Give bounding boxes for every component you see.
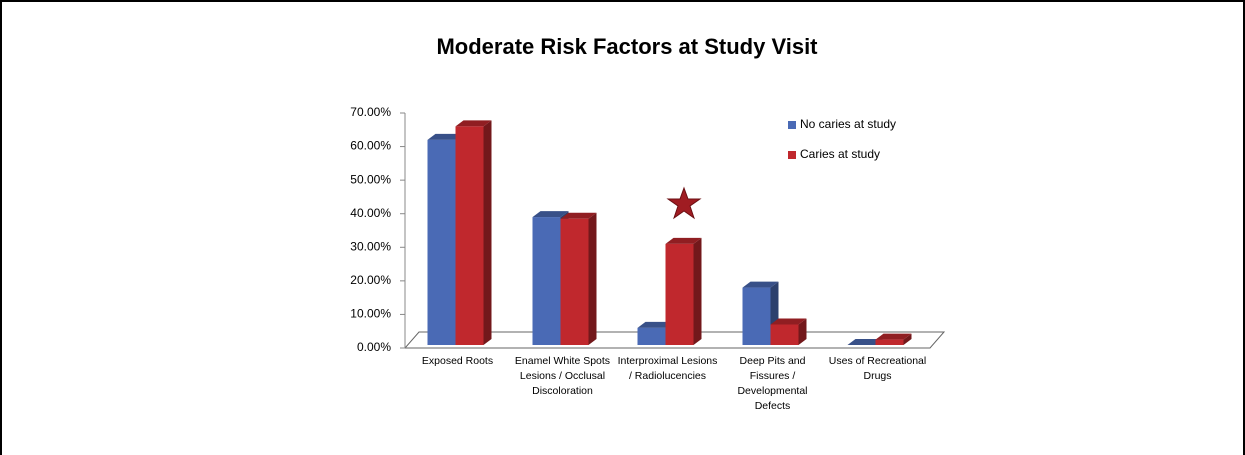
bar-top [770,318,807,325]
legend-swatch [788,151,796,159]
bar-side [588,212,597,345]
bar [637,327,666,345]
bar-top [665,237,702,244]
bar-side [693,237,702,345]
legend-swatch [788,121,796,129]
legend-label: No caries at study [800,117,896,131]
x-tick-label: Enamel White Spots Lesions / Occlusal Di… [514,355,611,397]
y-tick-label: 70.00% [350,105,391,119]
bar [875,339,904,345]
bar-top [427,133,464,140]
x-tick-label-box: Exposed Roots [421,355,494,367]
y-tick-label: 50.00% [350,172,391,186]
bar-top [532,211,569,218]
bar [455,126,484,345]
x-tick-label-box: Uses of Recreational Drugs [828,355,927,382]
bar-side [903,333,912,345]
x-tick-label-box: Interproximal Lesions / Radiolucencies [617,355,718,382]
y-tick-label: 40.00% [350,206,391,220]
bar-side [798,318,807,345]
y-tick-label: 10.00% [350,307,391,321]
y-tick-label: 20.00% [350,273,391,287]
legend-label: Caries at study [800,147,880,161]
bar-top [637,321,674,328]
x-tick-label: Interproximal Lesions / Radiolucencies [617,355,718,382]
star-annotation [666,186,702,220]
x-tick-label-box: Enamel White Spots Lesions / Occlusal Di… [514,355,611,397]
bar-side [483,120,492,345]
bar [665,243,694,345]
chart-title: Moderate Risk Factors at Study Visit [436,34,818,59]
bar-top [875,333,912,340]
x-tick-label: Deep Pits and Fissures / Developmental D… [737,355,808,412]
bar [532,217,561,345]
bar-top [560,212,597,219]
bar-top [742,281,779,288]
bar [427,139,456,345]
y-tick-label: 0.00% [357,340,391,354]
bar [742,287,771,345]
y-tick-label: 30.00% [350,239,391,253]
x-tick-label-box: Deep Pits and Fissures / Developmental D… [737,355,808,412]
y-tick-label: 60.00% [350,139,391,153]
x-tick-label: Exposed Roots [421,355,494,367]
x-tick-label: Uses of Recreational Drugs [828,355,927,382]
bar-top [455,120,492,127]
bar [560,218,589,345]
bar [770,324,799,345]
bar-top [847,339,884,345]
